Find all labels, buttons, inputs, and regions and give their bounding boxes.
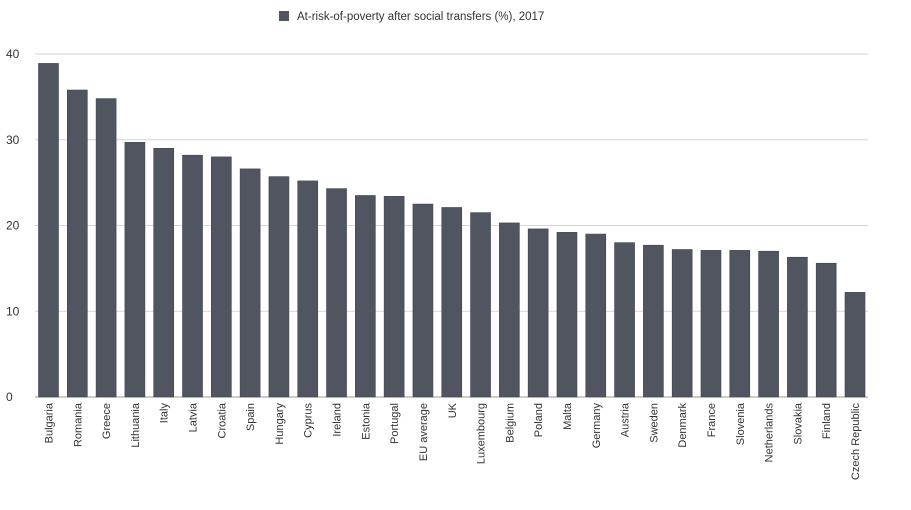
bar [643, 244, 664, 398]
x-tick-label: Spain [245, 403, 257, 431]
x-tick-label: Czech Republic [850, 403, 862, 481]
x-tick-label: Poland [533, 403, 545, 437]
bar [844, 292, 866, 398]
bar [153, 148, 175, 398]
bar [95, 98, 117, 398]
bar [182, 154, 203, 398]
bar [297, 180, 319, 398]
y-tick-label: 0 [6, 390, 13, 404]
x-tick-label: Bulgaria [44, 402, 56, 443]
bar [211, 156, 232, 398]
x-tick-label: Croatia [216, 402, 228, 438]
x-tick-label: Ireland [332, 403, 344, 437]
bar [326, 188, 347, 398]
legend: At-risk-of-poverty after social transfer… [279, 11, 544, 23]
x-tick-label: Cyprus [303, 403, 315, 438]
x-tick-label: Malta [562, 402, 574, 430]
x-tick-label: Slovakia [792, 402, 804, 444]
bars [38, 63, 866, 398]
bar [758, 250, 779, 398]
legend-swatch [279, 11, 289, 21]
x-tick-label: Romania [72, 402, 84, 447]
bar [556, 232, 578, 398]
x-tick-label: Estonia [360, 402, 372, 440]
bar [441, 207, 463, 398]
x-tick-label: Slovenia [735, 402, 747, 445]
bar [268, 176, 290, 398]
bar [700, 250, 722, 398]
x-tick-label: Portugal [389, 403, 401, 444]
bar [355, 195, 376, 398]
x-tick-label: Latvia [188, 402, 200, 432]
bar [499, 222, 520, 398]
y-tick-label: 30 [6, 133, 20, 147]
x-tick-label: Austria [620, 402, 632, 437]
bar [412, 203, 434, 398]
x-tick-label: EU average [418, 403, 430, 461]
x-tick-label: Belgium [504, 403, 516, 443]
bar [67, 89, 88, 398]
x-tick-label: Hungary [274, 403, 286, 445]
bar [124, 142, 146, 398]
x-axis-labels: Bulgaria Romania Greece Lithuania Italy Latvi… [44, 402, 863, 480]
bar [239, 168, 261, 398]
x-tick-label: UK [447, 402, 459, 418]
x-tick-label: Netherlands [764, 403, 776, 463]
x-tick-label: Germany [591, 403, 603, 449]
bar [38, 63, 59, 398]
bar [585, 233, 607, 398]
x-tick-label: Italy [159, 403, 171, 424]
x-tick-label: France [706, 403, 718, 437]
y-axis-ticks: 0 10 20 30 40 [6, 47, 20, 404]
x-tick-label: Lithuania [130, 402, 142, 448]
x-tick-label: Finland [821, 403, 833, 439]
y-tick-label: 40 [6, 47, 20, 61]
x-tick-label: Greece [101, 403, 113, 439]
bar [729, 250, 751, 398]
x-tick-label: Denmark [677, 403, 689, 448]
bar [383, 196, 405, 398]
bar [614, 242, 635, 398]
x-tick-label: Luxembourg [476, 403, 488, 464]
bar [527, 228, 549, 398]
legend-label: At-risk-of-poverty after social transfer… [297, 11, 544, 23]
bar [815, 262, 837, 398]
bar [671, 249, 693, 398]
y-tick-label: 20 [6, 219, 20, 233]
bar [470, 212, 491, 398]
bar [787, 256, 808, 398]
x-tick-label: Sweden [648, 403, 660, 443]
y-tick-label: 10 [6, 304, 20, 318]
